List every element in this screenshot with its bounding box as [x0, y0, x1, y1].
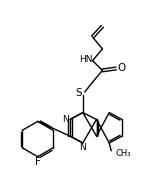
Text: N: N — [62, 115, 68, 124]
Text: CH₃: CH₃ — [115, 149, 131, 158]
Text: F: F — [35, 157, 41, 167]
Text: N: N — [79, 143, 86, 152]
Text: S: S — [76, 88, 82, 98]
Text: HN: HN — [79, 55, 93, 64]
Text: O: O — [117, 64, 125, 73]
